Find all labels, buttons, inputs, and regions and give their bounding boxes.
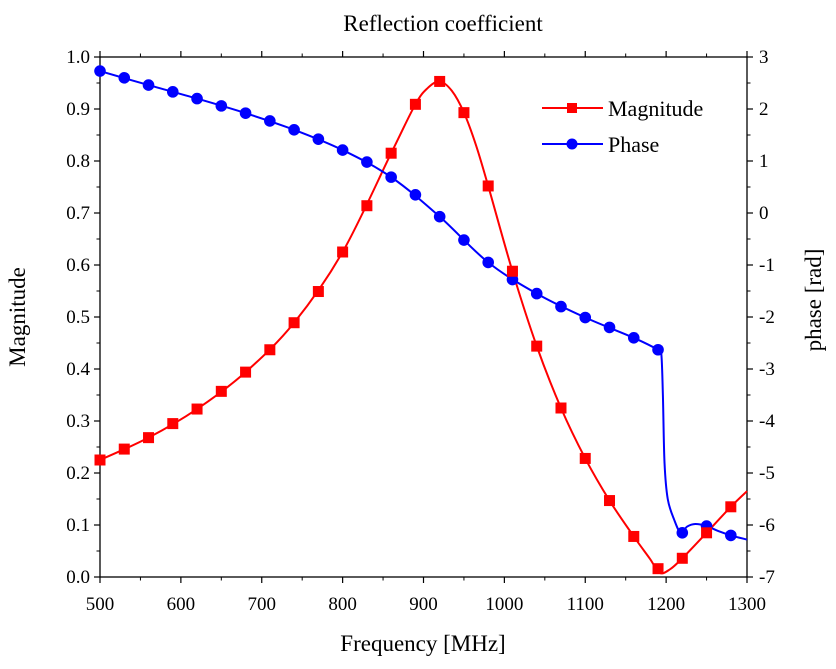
magnitude-point <box>264 344 276 356</box>
phase-point <box>312 133 325 145</box>
phase-point <box>676 527 689 539</box>
magnitude-point <box>652 563 664 575</box>
magnitude-point <box>94 454 106 466</box>
y-tick-label: 0.1 <box>66 515 90 536</box>
y2-tick-label: 3 <box>759 47 769 68</box>
phase-point <box>94 65 106 77</box>
y-tick-label: 0.5 <box>66 307 90 328</box>
phase-point <box>555 300 567 313</box>
magnitude-point <box>506 265 518 277</box>
phase-point <box>118 72 131 84</box>
y2-tick-label: 1 <box>759 151 769 172</box>
y2-tick-label: -4 <box>759 411 775 432</box>
axis-ticks: 500 600 700 800 900 1000 1100 1200 1300 0.0 0.1 0.2… <box>66 47 775 615</box>
y2-tick-label: -5 <box>759 463 775 484</box>
phase-point <box>530 287 543 300</box>
x-tick-label: 1100 <box>567 594 604 615</box>
y-tick-label: 0.0 <box>66 567 90 588</box>
magnitude-point <box>337 246 349 258</box>
magnitude-point <box>604 495 616 507</box>
magnitude-point <box>579 452 591 464</box>
legend-magnitude-marker <box>567 103 577 113</box>
y2-tick-label: -7 <box>759 567 775 588</box>
magnitude-point <box>240 366 252 378</box>
phase-point <box>142 79 155 91</box>
phase-point <box>361 156 373 168</box>
magnitude-point <box>191 403 203 415</box>
y2-tick-label: 2 <box>759 99 769 120</box>
magnitude-point <box>458 107 470 119</box>
phase-point <box>264 115 276 127</box>
phase-point <box>482 256 495 269</box>
y-tick-label: 0.8 <box>66 151 90 172</box>
phase-point <box>433 210 446 223</box>
y-tick-label: 0.2 <box>66 463 90 484</box>
x-tick-label: 1000 <box>485 594 523 615</box>
y-tick-label: 0.7 <box>66 203 90 224</box>
magnitude-point <box>701 527 713 539</box>
x-tick-label: 800 <box>328 594 357 615</box>
legend-item-phase: Phase <box>542 132 659 157</box>
y2-axis-title: phase [rad] <box>801 249 826 352</box>
y-tick-label: 1.0 <box>66 47 90 68</box>
phase-point <box>603 321 616 334</box>
y-tick-label: 0.4 <box>66 359 90 380</box>
phase-point <box>215 100 228 112</box>
magnitude-point <box>725 501 737 513</box>
phase-point <box>336 144 349 156</box>
phase-point <box>627 332 640 344</box>
magnitude-point <box>288 317 300 329</box>
y2-tick-label: -3 <box>759 359 775 380</box>
y2-tick-label: 0 <box>759 203 769 224</box>
legend-phase-label: Phase <box>608 132 659 157</box>
phase-point <box>579 311 592 324</box>
y2-tick-label: -2 <box>759 307 775 328</box>
magnitude-point <box>118 443 130 455</box>
y-tick-label: 0.9 <box>66 99 90 120</box>
magnitude-point <box>361 200 373 212</box>
phase-point <box>166 86 179 98</box>
phase-point <box>239 107 252 119</box>
y2-tick-label: -6 <box>759 515 775 536</box>
x-tick-label: 900 <box>409 594 438 615</box>
magnitude-point <box>676 552 688 564</box>
magnitude-point <box>312 286 324 298</box>
x-tick-label: 1200 <box>647 594 685 615</box>
y-axis-title: Magnitude <box>5 267 30 367</box>
magnitude-point <box>167 418 179 430</box>
x-tick-label: 500 <box>86 594 115 615</box>
phase-point <box>652 343 664 356</box>
x-tick-label: 1300 <box>728 594 766 615</box>
x-tick-label: 600 <box>167 594 196 615</box>
magnitude-point <box>409 98 421 110</box>
magnitude-point <box>531 340 543 352</box>
legend-item-magnitude: Magnitude <box>542 96 703 121</box>
y2-tick-label: -1 <box>759 255 775 276</box>
magnitude-point <box>385 147 397 159</box>
magnitude-point <box>555 402 567 414</box>
legend: Magnitude Phase <box>542 96 703 157</box>
chart-title: Reflection coefficient <box>343 11 543 36</box>
phase-point <box>191 92 203 105</box>
phase-point <box>458 234 470 246</box>
magnitude-point <box>628 530 640 542</box>
y-tick-label: 0.3 <box>66 411 90 432</box>
phase-point <box>725 529 737 542</box>
magnitude-point <box>215 385 227 397</box>
magnitude-point <box>482 180 494 192</box>
legend-magnitude-label: Magnitude <box>608 96 703 121</box>
x-tick-label: 700 <box>248 594 277 615</box>
legend-phase-marker <box>566 138 578 150</box>
series-markers <box>94 65 737 575</box>
phase-point <box>385 171 397 183</box>
y-tick-label: 0.6 <box>66 255 90 276</box>
magnitude-point <box>434 75 446 87</box>
phase-point <box>288 124 300 136</box>
phase-point <box>409 189 422 201</box>
magnitude-point <box>143 432 155 444</box>
x-axis-title: Frequency [MHz] <box>340 631 505 656</box>
